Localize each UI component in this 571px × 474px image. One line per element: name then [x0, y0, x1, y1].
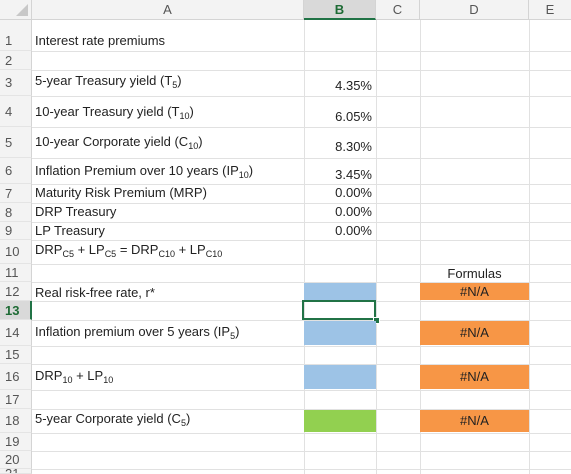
- row-header-10[interactable]: 10: [0, 240, 32, 264]
- row-header-14[interactable]: 14: [0, 320, 32, 346]
- cell-b9[interactable]: 0.00%: [335, 223, 372, 238]
- gridline: [32, 282, 571, 283]
- gridline: [32, 364, 571, 365]
- cell-b16-input[interactable]: [304, 365, 376, 389]
- row-header-9[interactable]: 9: [0, 222, 32, 240]
- gridline: [420, 20, 421, 474]
- gridline: [32, 301, 571, 302]
- cell-d16-formula[interactable]: #N/A: [420, 365, 529, 389]
- cell-a9[interactable]: LP Treasury: [35, 223, 105, 238]
- row-header-18[interactable]: 18: [0, 409, 32, 433]
- gridline: [376, 20, 377, 474]
- row-header-7[interactable]: 7: [0, 184, 32, 203]
- cell-d12-formula[interactable]: #N/A: [420, 283, 529, 300]
- gridline: [32, 184, 571, 185]
- gridline: [32, 222, 571, 223]
- cell-b12-input[interactable]: [304, 283, 376, 300]
- cell-b18-result[interactable]: [304, 410, 376, 432]
- fill-handle[interactable]: [373, 317, 380, 324]
- gridline: [32, 158, 571, 159]
- gridline: [32, 240, 571, 241]
- row-header-2[interactable]: 2: [0, 51, 32, 70]
- column-header-c[interactable]: C: [376, 0, 420, 20]
- gridline: [32, 264, 571, 265]
- gridline: [32, 409, 571, 410]
- gridline: [304, 20, 305, 474]
- cell-a5[interactable]: 10-year Corporate yield (C10): [35, 134, 203, 151]
- row-header-17[interactable]: 17: [0, 390, 32, 409]
- cell-b13-active[interactable]: [302, 300, 376, 320]
- cell-a10[interactable]: DRPC5 + LPC5 = DRPC10 + LPC10: [35, 242, 223, 259]
- gridline: [32, 469, 571, 470]
- row-header-20[interactable]: 20: [0, 451, 32, 469]
- cell-b6[interactable]: 3.45%: [335, 167, 372, 182]
- row-header-19[interactable]: 19: [0, 433, 32, 451]
- cell-b4[interactable]: 6.05%: [335, 109, 372, 124]
- column-header-d[interactable]: D: [420, 0, 529, 20]
- gridline: [32, 127, 571, 128]
- gridline: [529, 20, 530, 474]
- row-header-3[interactable]: 3: [0, 70, 32, 96]
- cell-a12[interactable]: Real risk-free rate, r*: [35, 285, 155, 300]
- select-all-button[interactable]: [0, 0, 32, 20]
- row-header-8[interactable]: 8: [0, 203, 32, 222]
- cell-a1-title[interactable]: Interest rate premiums: [35, 33, 166, 48]
- select-all-triangle-icon: [16, 4, 28, 16]
- row-header-16[interactable]: 16: [0, 364, 32, 390]
- row-header-12[interactable]: 12: [0, 282, 32, 301]
- column-header-a[interactable]: A: [32, 0, 304, 20]
- gridline: [32, 320, 571, 321]
- cell-a4[interactable]: 10-year Treasury yield (T10): [35, 104, 194, 121]
- gridline: [32, 390, 571, 391]
- column-header-e[interactable]: E: [529, 0, 571, 20]
- row-header-15[interactable]: 15: [0, 346, 32, 364]
- cell-d18-formula[interactable]: #N/A: [420, 410, 529, 432]
- cell-d11-formulas-header[interactable]: Formulas: [447, 266, 502, 281]
- gridline: [32, 203, 571, 204]
- row-header-4[interactable]: 4: [0, 96, 32, 127]
- cell-a6[interactable]: Inflation Premium over 10 years (IP10): [35, 163, 254, 180]
- gridline: [32, 70, 571, 71]
- gridline: [32, 346, 571, 347]
- row-header-6[interactable]: 6: [0, 158, 32, 184]
- cell-a8[interactable]: DRP Treasury: [35, 204, 117, 219]
- gridline: [32, 51, 571, 52]
- column-header-b[interactable]: B: [304, 0, 376, 20]
- gridline: [32, 451, 571, 452]
- cell-b5[interactable]: 8.30%: [335, 139, 372, 154]
- cell-b3[interactable]: 4.35%: [335, 78, 372, 93]
- cell-a7[interactable]: Maturity Risk Premium (MRP): [35, 185, 207, 200]
- row-header-21[interactable]: 21: [0, 469, 32, 474]
- cell-b7[interactable]: 0.00%: [335, 185, 372, 200]
- cell-a18[interactable]: 5-year Corporate yield (C5): [35, 411, 191, 428]
- gridline: [32, 96, 571, 97]
- row-header-5[interactable]: 5: [0, 127, 32, 158]
- row-header-1[interactable]: 1: [0, 20, 32, 51]
- cell-b8[interactable]: 0.00%: [335, 204, 372, 219]
- cell-a14[interactable]: Inflation premium over 5 years (IP5): [35, 324, 240, 341]
- row-header-13[interactable]: 13: [0, 301, 32, 320]
- cell-d14-formula[interactable]: #N/A: [420, 321, 529, 345]
- cell-a3[interactable]: 5-year Treasury yield (T5): [35, 73, 182, 90]
- row-header-11[interactable]: 11: [0, 264, 32, 282]
- gridline: [32, 433, 571, 434]
- cell-b14-input[interactable]: [304, 321, 376, 345]
- cell-a16[interactable]: DRP10 + LP10: [35, 368, 114, 385]
